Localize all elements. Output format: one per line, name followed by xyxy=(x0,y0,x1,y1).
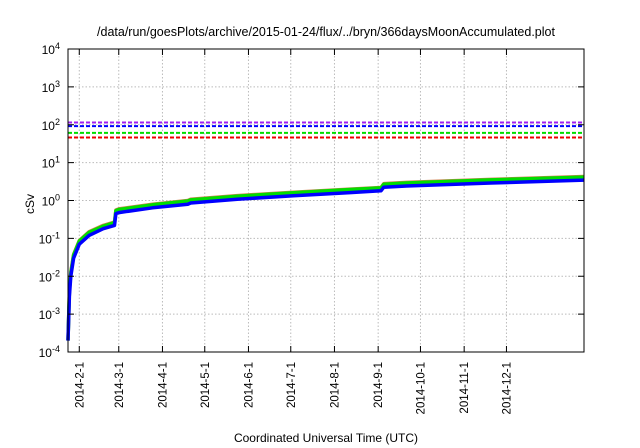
x-tick-label: 2014-9-1 xyxy=(373,362,385,408)
y-tick-exponent: 3 xyxy=(55,79,60,89)
y-tick-exponent: -3 xyxy=(52,306,60,316)
y-tick-label: 10-2 xyxy=(39,268,60,284)
y-tick-exponent: 1 xyxy=(55,155,60,165)
y-tick-label: 10-3 xyxy=(39,306,60,322)
x-tick-label: 2014-4-1 xyxy=(157,362,169,408)
chart-title: /data/run/goesPlots/archive/2015-01-24/f… xyxy=(97,25,555,39)
y-tick-label: 100 xyxy=(42,193,60,209)
y-tick-exponent: -1 xyxy=(52,230,60,240)
series-line xyxy=(66,178,585,341)
series-lines xyxy=(66,174,585,341)
y-tick-label: 101 xyxy=(42,155,60,171)
threshold-lines xyxy=(68,121,584,139)
y-tick-exponent: -4 xyxy=(52,344,60,354)
y-tick-label: 10-1 xyxy=(39,230,60,246)
y-tick-exponent: 4 xyxy=(55,41,60,51)
x-tick-label: 2014-6-1 xyxy=(243,362,255,408)
y-tick-exponent: -2 xyxy=(52,268,60,278)
x-tick-label: 2014-7-1 xyxy=(286,362,298,408)
y-tick-label: 103 xyxy=(42,79,60,95)
grid xyxy=(68,49,584,352)
x-axis-label: Coordinated Universal Time (UTC) xyxy=(234,431,418,445)
x-tick-label: 2014-2-1 xyxy=(74,362,86,408)
x-tick-label: 2014-5-1 xyxy=(200,362,212,408)
y-tick-label: 104 xyxy=(42,41,60,57)
x-tick-label: 2014-11-1 xyxy=(459,362,471,414)
y-tick-exponent: 2 xyxy=(55,117,60,127)
y-tick-label: 10-4 xyxy=(39,344,60,360)
y-axis-label: cSv xyxy=(23,194,37,214)
x-tick-label: 2014-10-1 xyxy=(415,362,427,414)
x-tick-label: 2014-3-1 xyxy=(114,362,126,408)
x-tick-label: 2014-8-1 xyxy=(329,362,341,408)
y-tick-exponent: 0 xyxy=(55,193,60,203)
x-axis: 2014-2-1 2014-3-1 2014-4-1 2014-5-1 2014-6-1… xyxy=(74,49,513,414)
x-tick-label: 2014-12-1 xyxy=(501,362,513,414)
y-tick-label: 102 xyxy=(42,117,60,133)
